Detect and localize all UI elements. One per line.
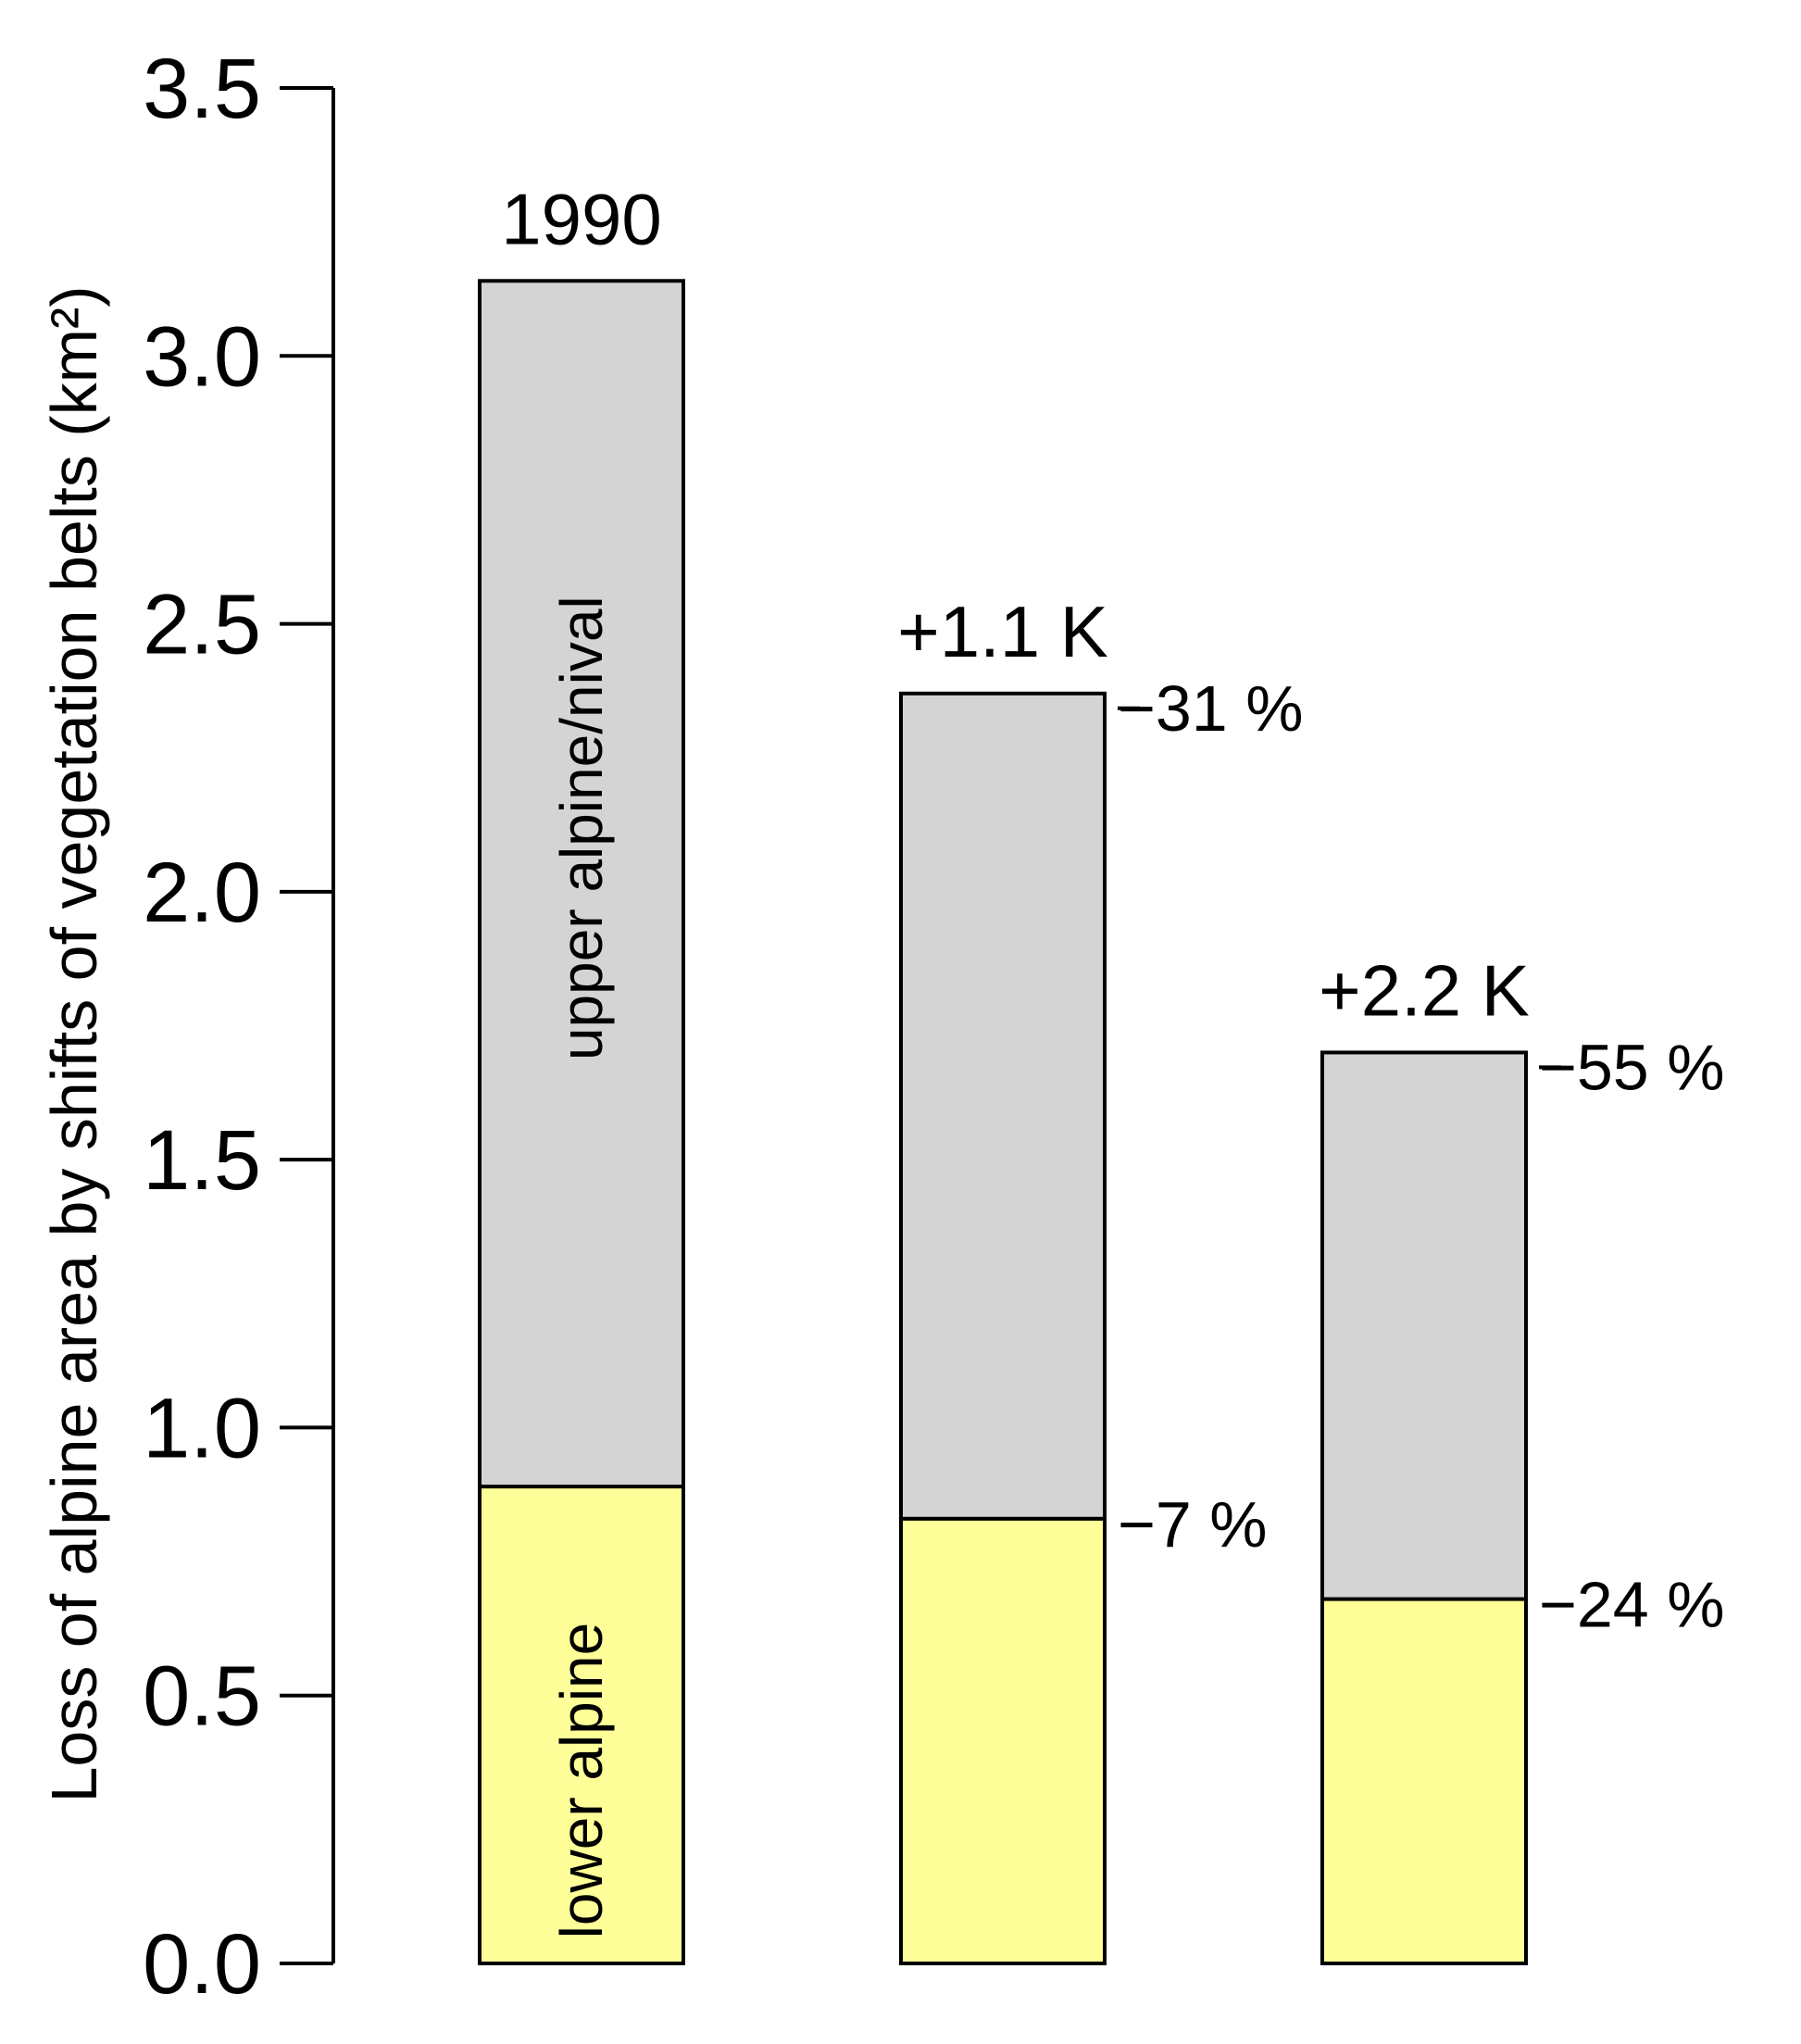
bar-group: +2.2 K−55 % −24 % [1319,949,1724,1965]
y-tick-label: 3.0 [143,309,261,404]
y-tick-label: 3.5 [143,42,261,136]
y-axis-title: Loss of alpine area by shifts of vegetat… [38,285,110,1802]
bar-lower-alpine [478,1485,685,1965]
bar-group: 1990 upper alpine/nival lower alpine [478,178,685,1965]
bar-lower-alpine [899,1516,1107,1966]
y-axis-ticks: 0.0 0.5 1.0 1.5 2.0 2.5 3.0 3.5 [143,42,333,2012]
bar-lower-alpine [1320,1597,1528,1965]
series-label-upper-alpine-nival: upper alpine/nival [548,596,615,1060]
bar-category-label: +1.1 K [897,591,1108,672]
upper-change-label: −31 % [1118,672,1303,745]
lower-change-label: −7 % [1118,1488,1268,1561]
bar-upper-alpine-nival [1320,1050,1528,1601]
y-tick-label: 0.5 [143,1649,261,1744]
bar-group: +1.1 K−31 % −7 % [897,591,1303,1966]
y-tick-label: 0.0 [143,1917,261,2012]
lower-change-label: −24 % [1539,1569,1724,1641]
bar-category-label: +2.2 K [1319,949,1530,1031]
bar-category-label: 1990 [501,178,662,259]
bar-upper-alpine-nival [899,691,1107,1521]
y-tick-label: 2.5 [143,578,261,672]
bars: 1990 upper alpine/nival lower alpine +1.1 K… [478,178,1724,1966]
upper-change-label: −55 % [1539,1031,1724,1103]
series-label-lower-alpine: lower alpine [548,1623,615,1939]
y-tick-label: 2.0 [143,846,261,940]
y-tick-label: 1.0 [143,1381,261,1475]
y-tick-label: 1.5 [143,1113,261,1208]
bar-upper-alpine-nival [478,279,685,1489]
